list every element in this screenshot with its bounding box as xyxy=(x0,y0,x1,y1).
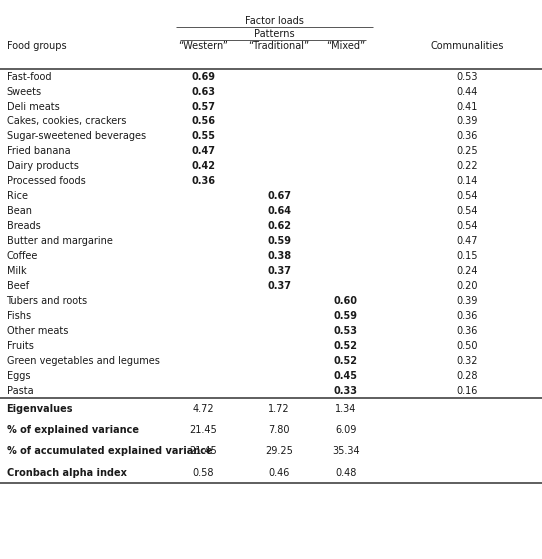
Text: 0.39: 0.39 xyxy=(456,116,478,126)
Text: 0.36: 0.36 xyxy=(191,177,215,186)
Text: 0.46: 0.46 xyxy=(268,468,290,478)
Text: Coffee: Coffee xyxy=(7,252,38,261)
Text: 0.44: 0.44 xyxy=(456,87,478,97)
Text: 0.56: 0.56 xyxy=(191,116,215,126)
Text: 0.22: 0.22 xyxy=(456,162,478,172)
Text: Milk: Milk xyxy=(7,266,26,276)
Text: 0.59: 0.59 xyxy=(334,311,358,321)
Text: 29.25: 29.25 xyxy=(265,447,293,457)
Text: 0.53: 0.53 xyxy=(456,72,478,82)
Text: 0.48: 0.48 xyxy=(335,468,357,478)
Text: 0.54: 0.54 xyxy=(456,191,478,201)
Text: 0.33: 0.33 xyxy=(334,386,358,396)
Text: “Mixed”: “Mixed” xyxy=(326,41,365,51)
Text: 1.34: 1.34 xyxy=(335,404,357,414)
Text: 0.54: 0.54 xyxy=(456,206,478,216)
Text: Cakes, cookies, crackers: Cakes, cookies, crackers xyxy=(7,116,126,126)
Text: Sugar-sweetened beverages: Sugar-sweetened beverages xyxy=(7,131,146,141)
Text: 0.28: 0.28 xyxy=(456,371,478,381)
Text: 0.39: 0.39 xyxy=(456,296,478,306)
Text: 0.57: 0.57 xyxy=(191,102,215,111)
Text: 0.69: 0.69 xyxy=(191,72,215,82)
Text: 4.72: 4.72 xyxy=(192,404,214,414)
Text: Fishs: Fishs xyxy=(7,311,31,321)
Text: 0.20: 0.20 xyxy=(456,281,478,291)
Text: 0.15: 0.15 xyxy=(456,252,478,261)
Text: Other meats: Other meats xyxy=(7,326,68,336)
Text: 0.60: 0.60 xyxy=(334,296,358,306)
Text: 0.59: 0.59 xyxy=(267,236,291,247)
Text: Butter and margarine: Butter and margarine xyxy=(7,236,112,247)
Text: 21.45: 21.45 xyxy=(189,447,217,457)
Text: 0.53: 0.53 xyxy=(334,326,358,336)
Text: 0.55: 0.55 xyxy=(191,131,215,141)
Text: Beef: Beef xyxy=(7,281,29,291)
Text: “Traditional”: “Traditional” xyxy=(249,41,309,51)
Text: 0.37: 0.37 xyxy=(267,266,291,276)
Text: Sweets: Sweets xyxy=(7,87,42,97)
Text: Eigenvalues: Eigenvalues xyxy=(7,404,73,414)
Text: % of accumulated explained variance: % of accumulated explained variance xyxy=(7,447,212,457)
Text: 21.45: 21.45 xyxy=(189,425,217,435)
Text: 0.63: 0.63 xyxy=(191,87,215,97)
Text: Green vegetables and legumes: Green vegetables and legumes xyxy=(7,356,159,366)
Text: 0.67: 0.67 xyxy=(267,191,291,201)
Text: Communalities: Communalities xyxy=(430,41,504,51)
Text: 1.72: 1.72 xyxy=(268,404,290,414)
Text: 0.62: 0.62 xyxy=(267,221,291,231)
Text: Bean: Bean xyxy=(7,206,31,216)
Text: 0.16: 0.16 xyxy=(456,386,478,396)
Text: 0.54: 0.54 xyxy=(456,221,478,231)
Text: Processed foods: Processed foods xyxy=(7,177,85,186)
Text: 0.45: 0.45 xyxy=(334,371,358,381)
Text: 0.14: 0.14 xyxy=(456,177,478,186)
Text: Eggs: Eggs xyxy=(7,371,30,381)
Text: 6.09: 6.09 xyxy=(335,425,357,435)
Text: 0.36: 0.36 xyxy=(456,131,478,141)
Text: 0.52: 0.52 xyxy=(334,341,358,351)
Text: Pasta: Pasta xyxy=(7,386,33,396)
Text: Fruits: Fruits xyxy=(7,341,34,351)
Text: 0.36: 0.36 xyxy=(456,311,478,321)
Text: 0.50: 0.50 xyxy=(456,341,478,351)
Text: Cronbach alpha index: Cronbach alpha index xyxy=(7,468,126,478)
Text: Dairy products: Dairy products xyxy=(7,162,79,172)
Text: 35.34: 35.34 xyxy=(332,447,359,457)
Text: “Western”: “Western” xyxy=(178,41,228,51)
Text: 0.41: 0.41 xyxy=(456,102,478,111)
Text: 0.24: 0.24 xyxy=(456,266,478,276)
Text: Fried banana: Fried banana xyxy=(7,146,70,157)
Text: Patterns: Patterns xyxy=(254,29,295,39)
Text: 0.47: 0.47 xyxy=(456,236,478,247)
Text: 0.32: 0.32 xyxy=(456,356,478,366)
Text: Deli meats: Deli meats xyxy=(7,102,59,111)
Text: 0.47: 0.47 xyxy=(191,146,215,157)
Text: % of explained variance: % of explained variance xyxy=(7,425,139,435)
Text: 0.64: 0.64 xyxy=(267,206,291,216)
Text: Food groups: Food groups xyxy=(7,41,66,51)
Text: 0.36: 0.36 xyxy=(456,326,478,336)
Text: 0.25: 0.25 xyxy=(456,146,478,157)
Text: 0.58: 0.58 xyxy=(192,468,214,478)
Text: 0.38: 0.38 xyxy=(267,252,291,261)
Text: Breads: Breads xyxy=(7,221,40,231)
Text: 0.52: 0.52 xyxy=(334,356,358,366)
Text: Factor loads: Factor loads xyxy=(245,16,304,26)
Text: 7.80: 7.80 xyxy=(268,425,290,435)
Text: 0.42: 0.42 xyxy=(191,162,215,172)
Text: 0.37: 0.37 xyxy=(267,281,291,291)
Text: Rice: Rice xyxy=(7,191,28,201)
Text: Tubers and roots: Tubers and roots xyxy=(7,296,88,306)
Text: Fast-food: Fast-food xyxy=(7,72,51,82)
